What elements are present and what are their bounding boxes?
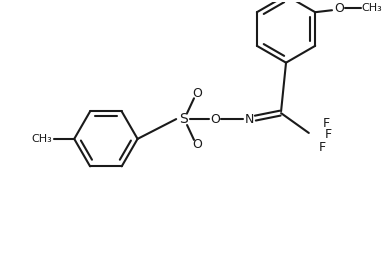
Text: O: O — [192, 138, 202, 151]
Text: F: F — [319, 141, 326, 154]
Text: F: F — [325, 128, 332, 142]
Text: S: S — [179, 112, 188, 126]
Text: O: O — [334, 2, 344, 15]
Text: CH₃: CH₃ — [32, 134, 52, 144]
Text: CH₃: CH₃ — [362, 3, 383, 13]
Text: N: N — [245, 113, 254, 126]
Text: O: O — [192, 87, 202, 100]
Text: F: F — [323, 117, 330, 130]
Text: O: O — [210, 113, 220, 126]
